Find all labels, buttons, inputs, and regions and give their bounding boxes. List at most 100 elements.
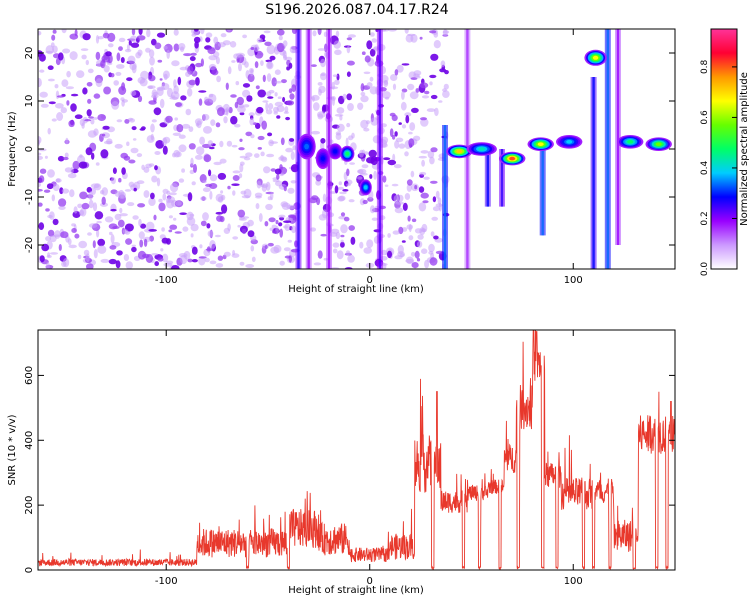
- noise-speck: [62, 48, 71, 54]
- noise-speck: [269, 141, 278, 144]
- noise-speck: [131, 126, 137, 131]
- noise-speck: [178, 134, 186, 139]
- noise-speck: [281, 157, 288, 163]
- noise-speck: [121, 99, 125, 107]
- noise-speck: [122, 229, 129, 234]
- noise-speck: [423, 176, 430, 180]
- heatmap-x-tick-label: 0: [367, 275, 373, 286]
- noise-speck: [267, 96, 274, 99]
- noise-speck: [346, 183, 351, 187]
- noise-speck: [232, 249, 236, 256]
- noise-speck: [45, 236, 52, 242]
- noise-speck: [137, 250, 147, 260]
- noise-speck: [44, 155, 48, 159]
- noise-speck: [153, 107, 162, 116]
- noise-speck: [394, 131, 398, 137]
- noise-speck: [205, 183, 213, 187]
- noise-speck: [385, 96, 390, 100]
- noise-speck: [225, 82, 229, 91]
- noise-speck: [87, 232, 92, 236]
- noise-speck: [155, 140, 165, 149]
- noise-speck: [419, 171, 427, 176]
- signal-blob: [345, 151, 350, 156]
- noise-speck: [216, 215, 223, 222]
- noise-speck: [39, 91, 48, 98]
- noise-speck: [49, 235, 57, 243]
- noise-speck: [208, 93, 214, 98]
- noise-speck: [276, 173, 280, 180]
- noise-speck: [175, 201, 182, 206]
- noise-speck: [290, 180, 297, 184]
- noise-speck: [285, 147, 294, 153]
- noise-speck: [389, 112, 396, 117]
- noise-speck: [202, 113, 210, 121]
- noise-speck: [244, 61, 249, 68]
- noise-speck: [429, 81, 433, 86]
- signal-blob: [456, 149, 463, 154]
- noise-speck: [286, 204, 296, 210]
- noise-speck: [278, 35, 283, 41]
- noise-speck: [82, 87, 88, 95]
- noise-speck: [69, 51, 78, 61]
- noise-speck: [215, 263, 224, 268]
- noise-speck: [60, 107, 67, 114]
- noise-speck: [361, 164, 369, 169]
- noise-speck: [178, 178, 185, 183]
- noise-speck: [407, 215, 411, 222]
- noise-speck: [264, 41, 272, 46]
- noise-speck: [274, 168, 282, 175]
- noise-speck: [146, 135, 155, 143]
- noise-speck: [131, 246, 137, 253]
- noise-speck: [209, 174, 218, 182]
- noise-speck: [209, 260, 217, 265]
- snr-line: [38, 330, 675, 570]
- noise-speck: [93, 93, 101, 99]
- noise-speck: [46, 254, 52, 259]
- noise-speck: [65, 137, 69, 145]
- noise-speck: [150, 123, 155, 133]
- noise-speck: [408, 235, 414, 241]
- noise-speck: [277, 96, 282, 99]
- noise-speck: [245, 131, 253, 137]
- noise-speck: [202, 180, 207, 184]
- noise-speck: [336, 250, 344, 260]
- noise-speck: [47, 78, 55, 82]
- noise-speck: [72, 160, 80, 170]
- noise-speck: [338, 181, 342, 186]
- noise-speck: [77, 254, 82, 260]
- noise-speck: [130, 35, 138, 43]
- noise-speck: [214, 234, 221, 238]
- noise-speck: [263, 166, 271, 174]
- noise-speck: [284, 255, 291, 259]
- noise-speck: [334, 185, 339, 194]
- noise-speck: [52, 29, 57, 34]
- noise-speck: [39, 255, 45, 263]
- noise-speck: [158, 202, 166, 212]
- noise-speck: [87, 68, 94, 74]
- noise-speck: [162, 145, 168, 155]
- signal-blob: [478, 147, 486, 151]
- snr-axes: -100 0 100 0 200 400 600: [24, 330, 675, 587]
- noise-speck: [39, 69, 45, 73]
- noise-speck: [363, 71, 371, 75]
- noise-speck: [406, 179, 413, 186]
- noise-speck: [200, 196, 207, 201]
- noise-speck: [166, 87, 173, 98]
- noise-speck: [91, 152, 95, 160]
- noise-speck: [332, 96, 335, 106]
- noise-speck: [320, 72, 327, 81]
- noise-speck: [432, 206, 440, 212]
- noise-speck: [113, 80, 119, 86]
- noise-speck: [238, 147, 245, 151]
- noise-speck: [188, 143, 196, 150]
- noise-speck: [384, 184, 389, 187]
- noise-speck: [126, 77, 133, 82]
- noise-speck: [118, 177, 122, 183]
- noise-speck: [288, 88, 293, 94]
- noise-speck: [251, 256, 256, 262]
- noise-speck: [340, 224, 348, 234]
- noise-speck: [173, 43, 180, 52]
- noise-speck: [183, 53, 192, 57]
- noise-speck: [262, 100, 269, 103]
- noise-speck: [64, 152, 69, 158]
